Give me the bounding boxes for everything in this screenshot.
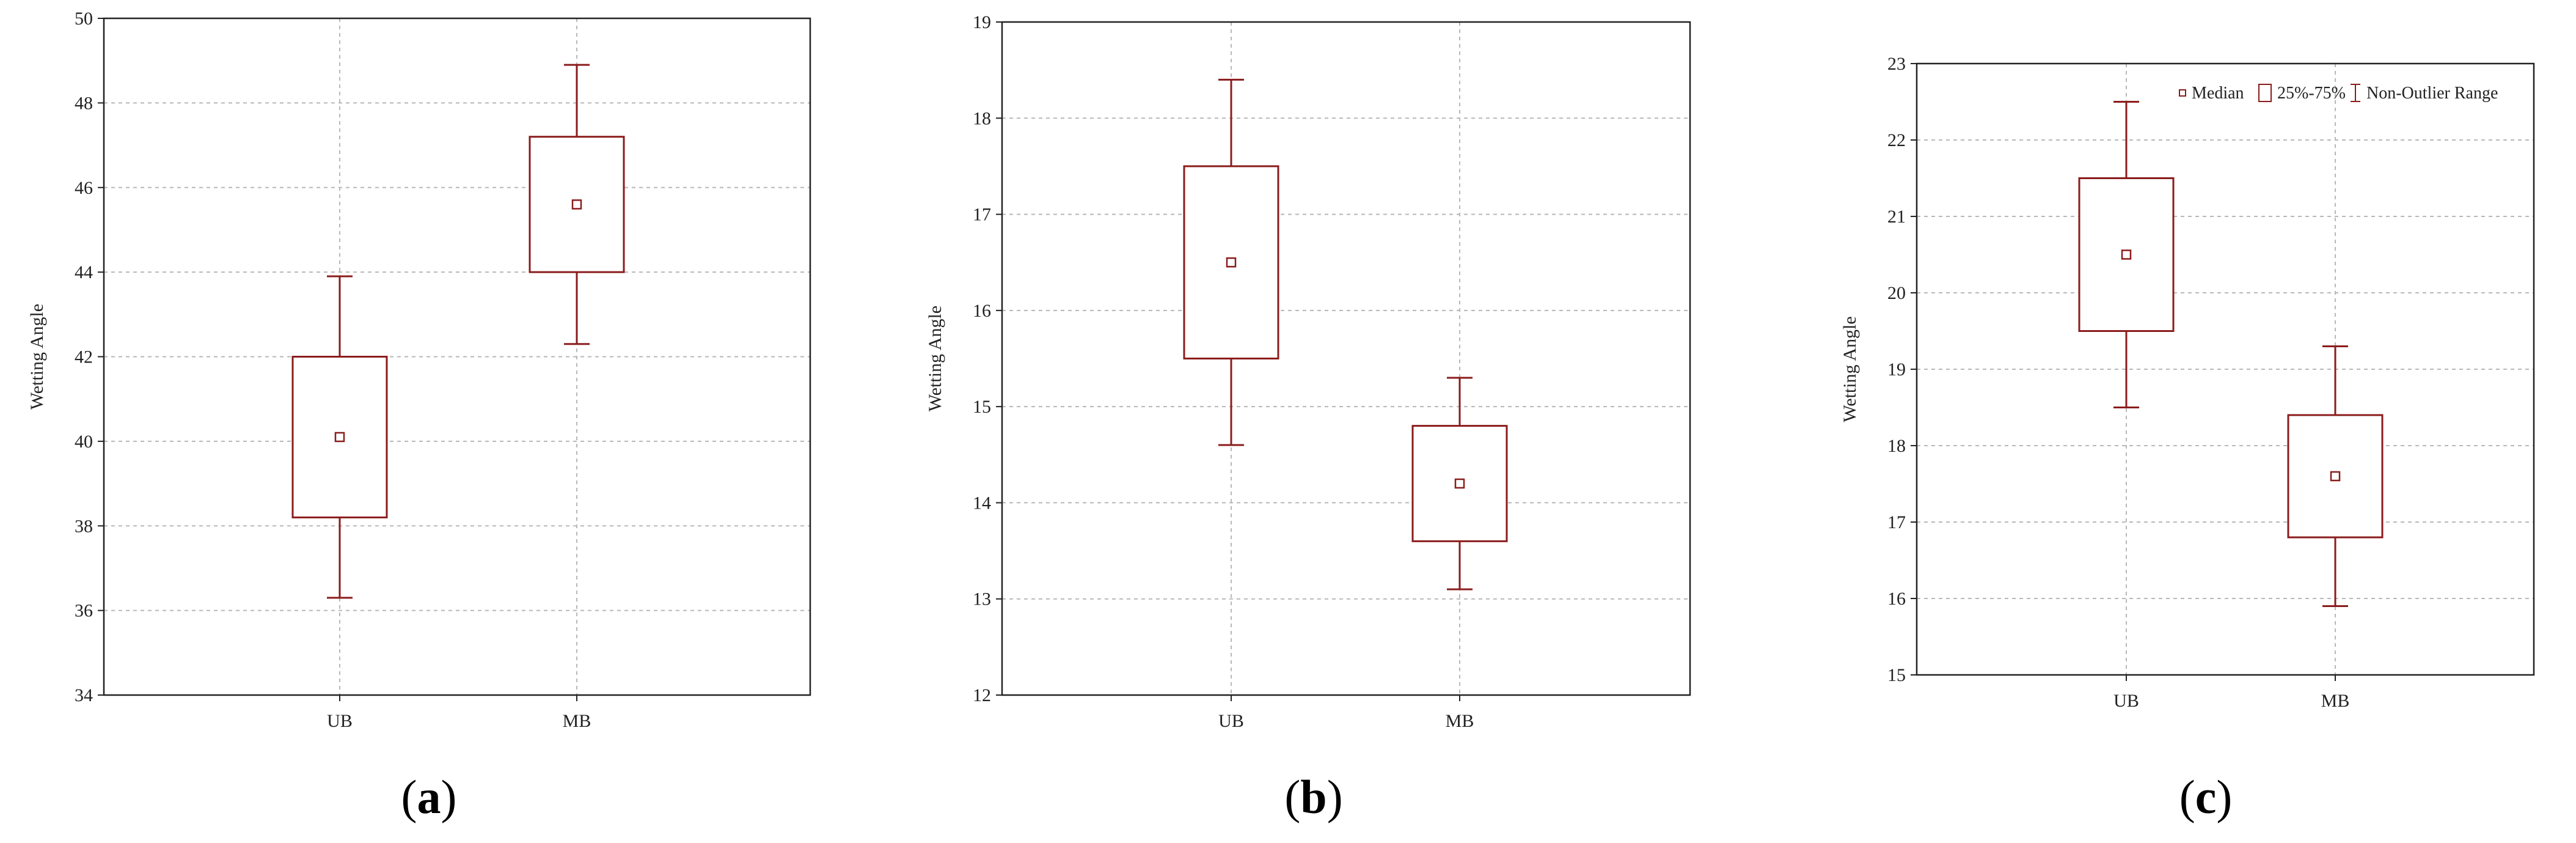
y-tick-label: 50 (75, 9, 93, 29)
y-tick-label: 46 (75, 178, 93, 198)
legend-box-symbol (2258, 84, 2272, 102)
median-marker (1454, 478, 1465, 489)
panel-caption: (b) (1284, 770, 1342, 823)
y-tick-label: 38 (75, 516, 93, 536)
panel-caption: (c) (2179, 770, 2233, 823)
y-axis-label: Wetting Angle (925, 306, 945, 411)
panel-a: 34 36 38 40 42 44 46 48 50 UB MB Wetting Angle (a) (27, 9, 811, 823)
legend-label: 25%-75% (2277, 84, 2346, 103)
median-marker (2121, 249, 2132, 260)
panel-b: 12 13 14 15 16 17 18 19 UB MB Wetting Angle (b) (925, 12, 1691, 823)
x-tick-label: MB (563, 711, 591, 731)
box-ub (291, 275, 388, 599)
plot-frame (1001, 21, 1691, 696)
box-ub (1183, 78, 1279, 446)
legend-label: Non-Outlier Range (2366, 84, 2498, 103)
y-tick-label: 17 (973, 205, 991, 225)
legend: Median 25%-75% Non-Outlier Range (2179, 84, 2498, 103)
panel-c: 15 16 17 18 19 20 21 22 23 UB MB Wetting Angle Media… (1840, 54, 2535, 823)
y-tick-label: 18 (973, 108, 991, 128)
y-tick-label: 34 (75, 685, 93, 705)
y-tick-label: 16 (1887, 589, 1906, 609)
y-tick-label: 21 (1887, 207, 1906, 227)
y-tick-label: 15 (973, 397, 991, 417)
box-mb (1411, 377, 1508, 591)
y-tick-label: 17 (1887, 512, 1906, 532)
median-marker (334, 432, 345, 443)
y-tick-label: 19 (1887, 359, 1906, 380)
legend-label: Median (2192, 84, 2244, 103)
y-tick-label: 40 (75, 432, 93, 452)
y-tick-label: 15 (1887, 665, 1906, 685)
x-tick-label: UB (2113, 691, 2139, 711)
plot-frame (103, 17, 811, 696)
y-tick-label: 36 (75, 601, 93, 621)
panel-caption: (a) (401, 770, 457, 823)
y-tick-label: 12 (973, 685, 991, 705)
y-tick-label: 16 (973, 301, 991, 321)
y-tick-label: 19 (973, 12, 991, 32)
plot-frame (1916, 62, 2535, 676)
y-axis-label: Wetting Angle (1840, 316, 1860, 422)
x-tick-label: UB (327, 711, 353, 731)
x-tick-label: MB (1446, 711, 1474, 731)
y-tick-label: 23 (1887, 54, 1906, 74)
legend-median-symbol (2179, 89, 2186, 97)
median-marker (2330, 471, 2341, 482)
y-tick-label: 13 (973, 589, 991, 609)
median-marker (571, 199, 582, 210)
y-tick-label: 14 (973, 493, 991, 513)
median-marker (1226, 257, 1237, 268)
y-tick-label: 48 (75, 93, 93, 113)
y-tick-label: 22 (1887, 130, 1906, 150)
y-tick-label: 20 (1887, 283, 1906, 303)
box-mb (2287, 345, 2384, 607)
y-tick-label: 18 (1887, 436, 1906, 456)
x-tick-label: MB (2321, 691, 2350, 711)
x-tick-label: UB (1218, 711, 1244, 731)
y-tick-label: 44 (75, 262, 93, 282)
box-ub (2078, 101, 2175, 408)
box-mb (529, 64, 625, 345)
y-axis-label: Wetting Angle (27, 304, 47, 410)
y-tick-label: 42 (75, 347, 93, 367)
